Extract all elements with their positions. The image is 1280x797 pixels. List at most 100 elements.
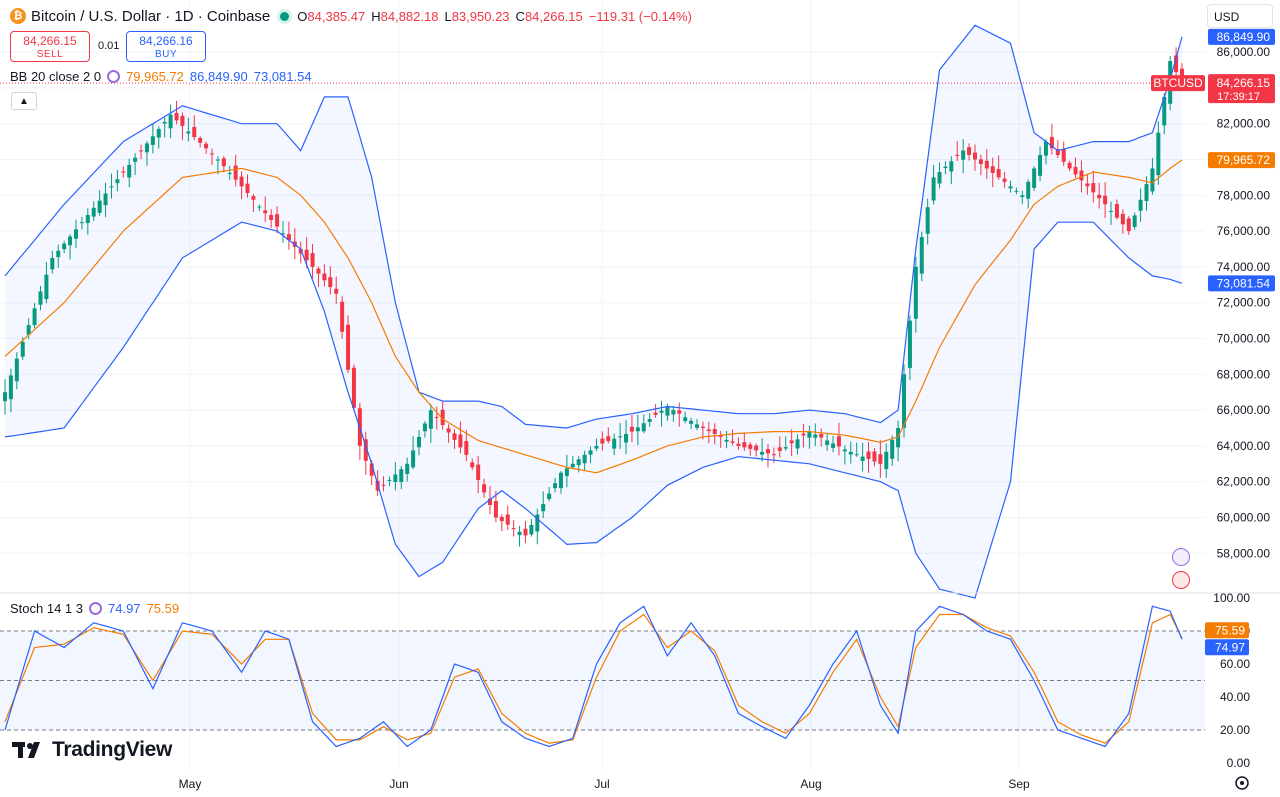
candle [612,433,617,456]
candle-body [1126,218,1131,232]
candle-body [97,200,102,213]
candle [1114,199,1119,220]
candle-body [789,440,794,444]
candle [192,115,197,141]
candle [748,442,753,456]
economic-events-icon[interactable] [1172,571,1190,589]
candle [316,266,321,287]
collapse-legend-button[interactable]: ▲ [11,92,37,110]
candle-body [890,439,895,459]
candle-body [967,147,972,156]
candle-body [68,236,73,246]
candle-body [618,436,623,438]
candle [961,139,966,174]
candle [511,519,516,537]
candle [884,443,889,478]
candle-body [405,463,410,474]
candle-body [79,222,84,224]
candle [493,491,498,523]
candle [399,465,404,490]
candle [913,256,918,333]
candle [97,190,102,216]
high-value: 84,882.18 [380,8,439,24]
candle [340,295,345,339]
candle-body [866,451,871,460]
lightning-icon[interactable] [1172,548,1190,566]
bb-legend[interactable]: BB 20 close 2 0 79,965.72 86,849.90 73,0… [10,69,312,84]
candle-body [286,234,291,241]
candle-body [452,433,457,440]
candle-body [109,186,114,188]
gear-ring [1235,776,1249,790]
candle [304,237,309,269]
stoch-y-tick-label: 40.00 [1220,690,1250,704]
symbol-tag-text: BTCUSD [1153,76,1203,90]
candle-body [8,375,13,400]
candle [547,486,552,502]
y-tick-label: 68,000.00 [1217,367,1271,381]
candle [275,206,280,234]
x-tick-label: Sep [1008,777,1030,791]
candle [783,436,788,451]
candle [464,429,469,462]
sell-button[interactable]: 84,266.15 SELL [10,31,90,62]
candle [588,446,593,464]
candle-body [724,439,729,442]
indicator-settings-icon[interactable] [89,602,102,615]
candle [943,161,948,175]
candle-body [115,179,120,184]
candle [836,422,841,456]
candle-body [1132,215,1137,228]
candle-body [428,410,433,429]
candle-body [547,493,552,500]
candle [529,518,534,537]
candle-body [624,433,629,443]
candle [1126,216,1131,235]
candle [387,476,392,487]
candle-body [186,131,191,134]
candle-body [529,524,534,535]
candle-body [836,436,841,447]
candle-body [848,451,853,455]
candle [754,443,759,457]
candle-body [558,472,563,489]
candle-body [245,183,250,194]
currency-select[interactable]: USD [1207,4,1273,28]
candle-body [316,268,321,274]
buy-price: 84,266.16 [139,34,193,48]
candle-body [150,136,155,145]
candle [618,423,623,449]
stoch-legend[interactable]: Stoch 14 1 3 74.97 75.59 [10,601,179,616]
candle [1014,187,1019,195]
candle [724,431,729,449]
candle [417,430,422,456]
high-key: H [371,8,381,24]
candle-body [919,237,924,274]
candle [1002,172,1007,188]
candle [363,431,368,475]
candle [103,182,108,218]
candle [1067,160,1072,172]
y-tick-label: 74,000.00 [1217,260,1271,274]
tradingview-logo[interactable]: TradingView [12,738,172,762]
candle [1120,209,1125,234]
y-tick-label: 62,000.00 [1217,475,1271,489]
bb-label: BB 20 close 2 0 [10,69,102,84]
bb-lower-tag-text: 73,081.54 [1217,276,1271,290]
candle [139,144,144,160]
candle-body [304,249,309,261]
candle-body [227,172,232,174]
indicator-settings-icon[interactable] [107,70,121,83]
candle [955,141,960,162]
candle [1020,190,1025,205]
candle-body [736,443,741,446]
candle-body [842,449,847,452]
candle-body [322,273,327,281]
candle [558,470,563,494]
symbol-title[interactable]: Bitcoin / U.S. Dollar · 1D · Coinbase [31,7,271,25]
buy-button[interactable]: 84,266.16 BUY [126,31,206,62]
candle [807,425,812,449]
candle-body [310,253,315,267]
candle [1097,182,1102,209]
